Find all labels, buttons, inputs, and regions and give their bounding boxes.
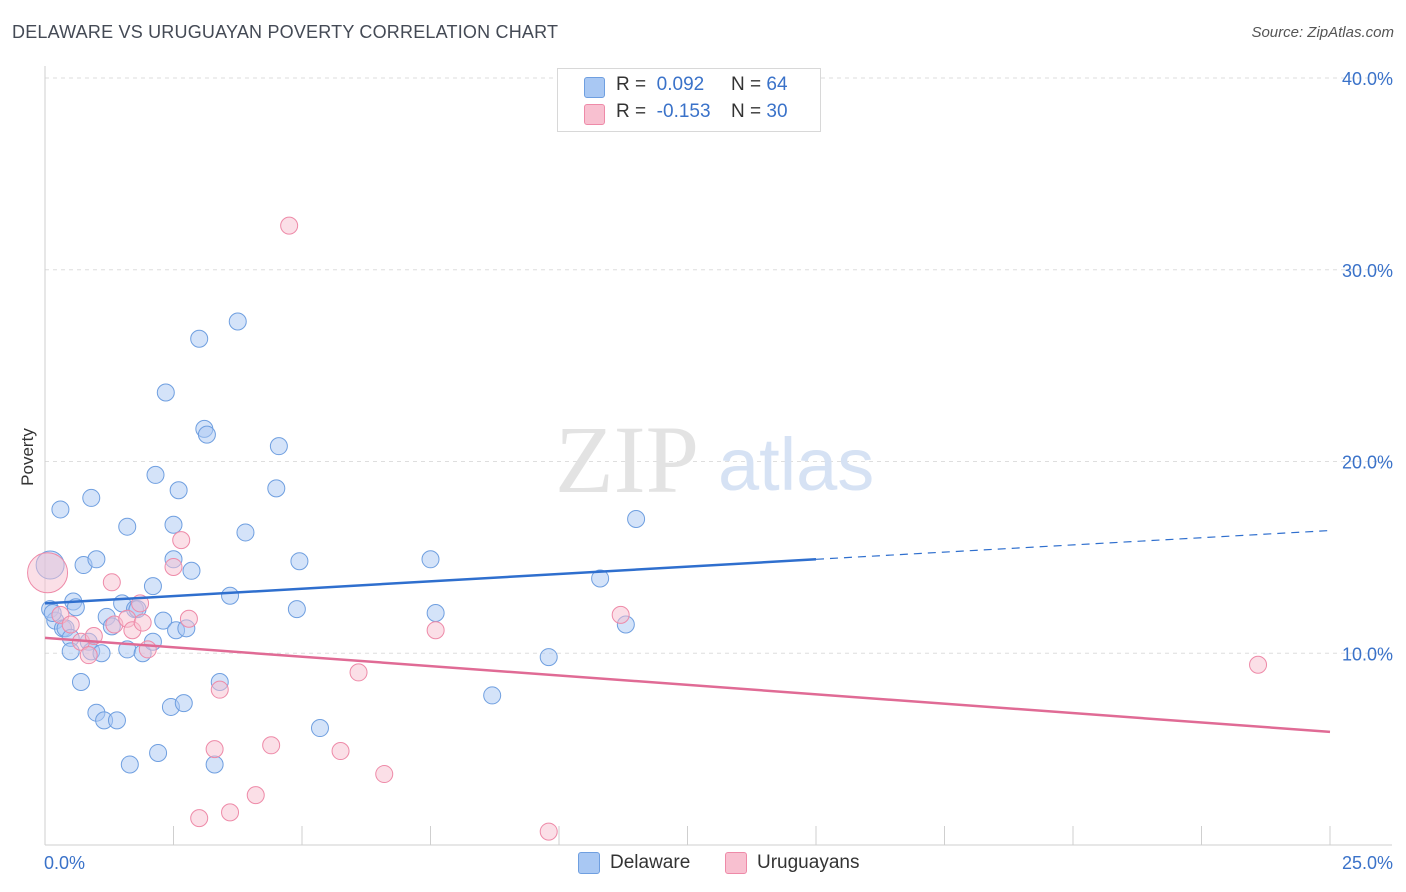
delaware-point (51, 500, 70, 519)
delaware-point (269, 437, 288, 456)
delaware-legend-label: Delaware (610, 852, 691, 873)
delaware-point (120, 755, 139, 774)
uruguayans-point (172, 531, 191, 550)
x-tick-label: 0.0% (44, 853, 85, 873)
delaware-point (287, 600, 306, 619)
uruguayans-point (331, 742, 350, 761)
uruguayans-point (246, 786, 265, 805)
delaware-point (182, 561, 201, 580)
source-label: Source: ZipAtlas.com (1251, 24, 1394, 41)
uruguayans-point (190, 809, 209, 828)
stats-legend: R = 0.092 N = 64 R = -0.153 N = 30 (557, 68, 821, 132)
uruguayans-point (349, 663, 368, 682)
uruguayans-legend-swatch (725, 852, 747, 874)
delaware-point (421, 550, 440, 569)
uruguayans-point (61, 615, 80, 634)
delaware-point (71, 673, 90, 692)
delaware-point (143, 577, 162, 596)
uruguayans-point (205, 740, 224, 759)
grid-lines (45, 77, 1392, 654)
watermark-atlas: atlas (718, 423, 874, 506)
delaware-point (483, 686, 502, 705)
uruguayans-point (179, 609, 198, 628)
delaware-point (290, 552, 309, 571)
delaware-point (156, 383, 175, 402)
uruguayans-point (426, 621, 445, 640)
legend-n-label: N = (731, 74, 762, 95)
uruguayans-point (102, 573, 121, 592)
y-axis-label: Poverty (18, 428, 37, 486)
delaware-point (190, 329, 209, 348)
delaware-trend-extension (815, 529, 1331, 560)
y-tick-label: 20.0% (1342, 453, 1393, 473)
uruguayans-point (27, 552, 69, 594)
y-tick-label: 30.0% (1342, 261, 1393, 281)
delaware-point (197, 425, 216, 444)
watermark: ZIP atlas (555, 406, 874, 513)
uruguayans-point (1249, 655, 1268, 674)
delaware-point (205, 755, 224, 774)
delaware-point (310, 719, 329, 738)
delaware-swatch (584, 77, 605, 98)
uruguayans-point (280, 216, 299, 235)
delaware-point (149, 743, 168, 762)
uruguayans-swatch (584, 104, 605, 125)
uruguayans-point (138, 640, 157, 659)
uruguayans-point (262, 736, 281, 755)
delaware-point (107, 711, 126, 730)
uruguayans-trend-line (44, 636, 1331, 734)
uruguayans-point (210, 680, 229, 699)
uruguayans-point (221, 803, 240, 822)
legend-n-label: N = (731, 101, 762, 122)
legend-r-label: R = (616, 101, 647, 122)
delaware-point (169, 481, 188, 500)
delaware-point (146, 465, 165, 484)
legend-n-value: 30 (766, 101, 788, 122)
delaware-point (82, 488, 101, 507)
delaware-legend-swatch (578, 852, 600, 874)
y-tick-label: 40.0% (1342, 69, 1393, 89)
delaware-point (154, 611, 173, 630)
uruguayans-legend-label: Uruguayans (757, 852, 860, 873)
watermark-zip: ZIP (555, 406, 699, 513)
delaware-point (174, 694, 193, 713)
delaware-point (164, 515, 183, 534)
delaware-point (591, 569, 610, 588)
delaware-point (118, 517, 137, 536)
x-tick-label: 25.0% (1342, 853, 1393, 873)
delaware-point (426, 603, 445, 622)
chart-title: DELAWARE VS URUGUAYAN POVERTY CORRELATIO… (12, 22, 559, 42)
uruguayans-point (133, 613, 152, 632)
delaware-point (267, 479, 286, 498)
uruguayans-point (164, 557, 183, 576)
uruguayans-point (79, 646, 98, 665)
delaware-point (228, 312, 247, 331)
delaware-point (627, 510, 646, 529)
uruguayans-point (375, 765, 394, 784)
delaware-point (87, 550, 106, 569)
legend-r-value: 0.092 (656, 74, 705, 95)
delaware-point (236, 523, 255, 542)
delaware-point (221, 586, 240, 605)
legend-r-value: -0.153 (656, 101, 711, 122)
y-tick-label: 10.0% (1342, 644, 1393, 664)
legend-n-value: 64 (766, 74, 788, 95)
uruguayans-point (539, 822, 558, 841)
delaware-trend-line (44, 558, 817, 605)
delaware-point (539, 648, 558, 667)
legend-r-label: R = (616, 74, 647, 95)
uruguayans-point (611, 605, 630, 624)
axes (44, 66, 1392, 846)
